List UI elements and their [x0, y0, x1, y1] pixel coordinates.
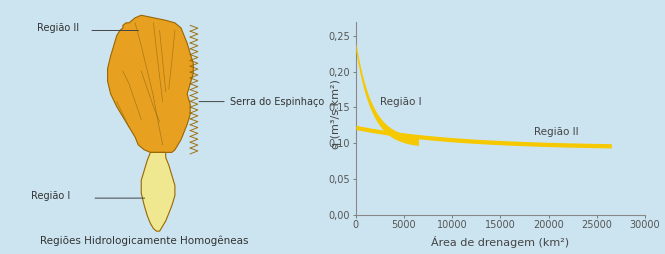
Text: Região I: Região I	[31, 190, 70, 201]
Text: Região II: Região II	[37, 23, 79, 33]
Text: Regiões Hidrologicamente Homogêneas: Regiões Hidrologicamente Homogêneas	[40, 236, 249, 246]
Text: Região I: Região I	[380, 97, 422, 107]
Polygon shape	[108, 15, 194, 152]
Text: Serra do Espinhaço: Serra do Espinhaço	[230, 97, 325, 107]
Text: Região II: Região II	[534, 126, 579, 137]
Text: q (m³/s.km²): q (m³/s.km²)	[331, 79, 341, 149]
Polygon shape	[141, 152, 175, 231]
X-axis label: Área de drenagem (km²): Área de drenagem (km²)	[432, 236, 569, 248]
